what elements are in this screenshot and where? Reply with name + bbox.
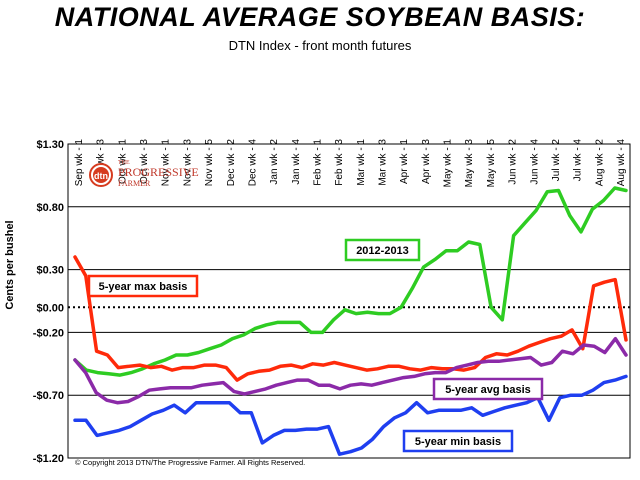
annotation-box [402,429,514,453]
x-tick-label: Apr wk - 1 [399,139,410,184]
chart-subtitle: DTN Index - front month futures [228,38,412,53]
x-tick-label: May wk - 5 [486,139,497,188]
annotation-label: 5-year min basis [415,436,501,448]
logo-the: THE [118,160,130,166]
logo-sub: FARMER [118,179,151,188]
copyright-text: © Copyright 2013 DTN/The Progressive Far… [75,458,305,467]
y-tick-label: $0.00 [36,302,64,314]
annotation-box [87,274,199,298]
y-tick-label: -$0.70 [33,390,64,402]
x-tick-label: Nov wk - 3 [182,139,193,187]
x-tick-label: Nov wk - 5 [204,139,215,187]
annotation-label: 5-year max basis [99,281,188,293]
x-tick-label: Jun wk - 2 [508,139,519,185]
dtn-progressive-farmer-logo: dtn THE PROGRESSIVE FARMER [89,160,199,188]
x-tick-label: Aug wk - 4 [616,139,627,187]
logo-main: PROGRESSIVE [118,165,199,179]
x-tick-label: Mar wk - 3 [378,139,389,186]
x-tick-label: Jul wk - 4 [573,139,584,182]
y-tick-label: $0.80 [36,202,64,214]
y-axis-label: Cents per bushel [4,220,16,309]
x-tick-label: Jan wk - 4 [291,139,302,185]
x-tick-label: Apr wk - 3 [421,139,432,184]
x-tick-label: Sep wk - 1 [74,139,85,187]
x-tick-labels: Sep wk - 1 Sep wk - 3 Oct wk - 1 Oct wk - 3… [74,139,627,188]
series-lines [73,186,628,456]
x-tick-label: Mar wk - 1 [356,139,367,186]
series-line-1 [73,255,628,382]
annotation-label: 2012-2013 [356,245,409,257]
x-tick-label: Jun wk - 4 [529,139,540,185]
y-tick-label: -$1.20 [33,453,64,465]
x-tick-label: Dec wk - 4 [247,139,258,187]
x-tick-label: Nov wk - 1 [161,139,172,187]
y-tick-label: $0.30 [36,265,64,277]
x-tick-label: Feb wk - 3 [334,139,345,186]
plot-frame [67,143,631,459]
annotation-box [344,238,421,262]
series-line-0 [73,186,628,377]
x-tick-label: Feb wk - 1 [312,139,323,186]
series-line-2 [73,336,628,405]
x-tick-label: Dec wk - 2 [226,139,237,187]
annotation-box [432,377,544,401]
x-tick-label: Jul wk - 2 [551,139,562,182]
y-tick-labels: $1.30 $0.80 $0.30 $0.00 -$0.20 -$0.70 -$1.20 [33,139,64,465]
axes [67,143,631,459]
y-tick-label: $1.30 [36,139,64,151]
x-tick-label: May wk - 1 [443,139,454,188]
x-tick-label: Aug wk - 2 [594,139,605,187]
x-tick-label: Sep wk - 3 [96,139,107,187]
logo-badge: dtn [94,171,108,181]
annotations: 2012-2013 5-year max basis 5-year avg basi… [87,238,544,453]
x-tick-label: Oct wk - 3 [139,139,150,184]
y-tick-label: -$0.20 [33,327,64,339]
x-tick-label: Oct wk - 1 [117,139,128,184]
x-tick-label: Jan wk - 2 [269,139,280,185]
x-tick-label: May wk - 3 [464,139,475,188]
chart-title: NATIONAL AVERAGE SOYBEAN BASIS: [54,2,586,32]
annotation-label: 5-year avg basis [445,384,531,396]
